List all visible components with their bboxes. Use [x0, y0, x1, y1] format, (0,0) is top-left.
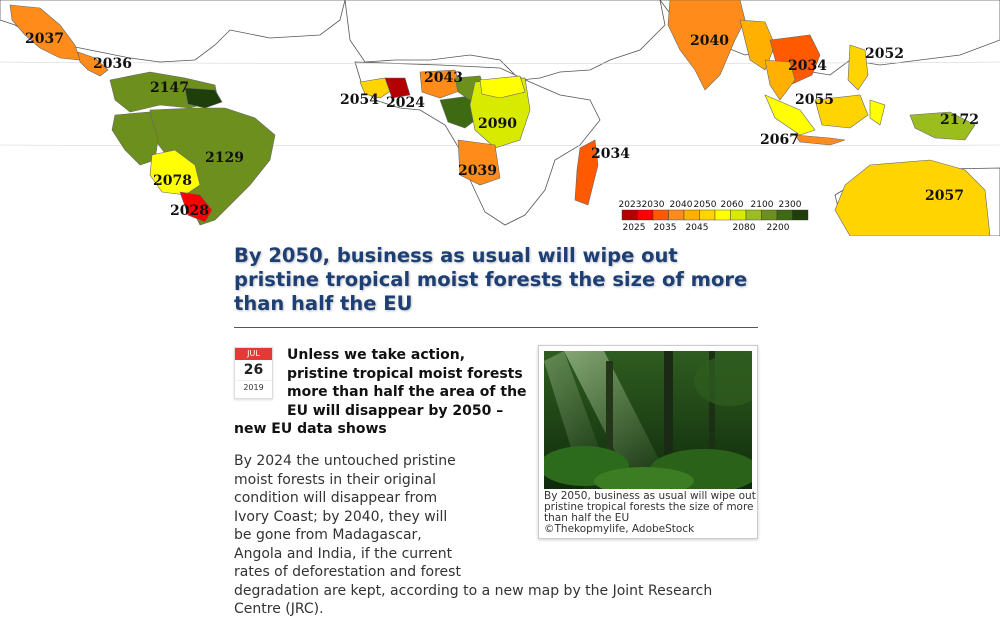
year-labels: 2037 2036 2147 2129 2078 2028 2054 2024 … [25, 31, 979, 219]
region-thailand [764, 59, 796, 101]
photo-caption-block: By 2050, business as usual will wipe out… [544, 491, 756, 535]
article-lead: Unless we take action, pristine tropical… [234, 346, 529, 439]
legend-bottom-tick: 2045 [686, 223, 709, 233]
region-sumatra [764, 94, 816, 136]
region-philippines [847, 44, 869, 91]
date-day: 26 [243, 362, 264, 378]
legend-swatch [776, 209, 793, 221]
region-australia [834, 159, 991, 237]
legend-swatch [761, 209, 778, 221]
region-drc [469, 77, 531, 149]
region-bolivia [149, 149, 201, 196]
legend-swatch [730, 209, 747, 221]
label-philippines: 2052 [865, 46, 904, 62]
legend-swatch [714, 209, 731, 221]
legend-bottom-tick: 2200 [767, 223, 790, 233]
legend-top-tick: 2023 [619, 200, 642, 210]
label-malaysia: 2055 [795, 92, 834, 108]
region-java [794, 134, 846, 146]
region-guyanas [184, 87, 223, 109]
region-myanmar [739, 19, 776, 71]
label-nigeria: 2043 [424, 70, 463, 86]
region-ivory-coast [384, 77, 411, 99]
forest-photo-card[interactable]: By 2050, business as usual will wipe out… [538, 345, 758, 539]
label-central-america: 2036 [93, 56, 132, 72]
legend-top-tick: 2060 [721, 200, 744, 210]
world-map-svg: 2037 2036 2147 2129 2078 2028 2054 2024 … [0, 0, 1000, 237]
region-nigeria [419, 69, 463, 99]
legend-top-tick: 2030 [642, 200, 665, 210]
label-india: 2040 [690, 33, 729, 49]
region-sulawesi [869, 99, 886, 126]
legend-top-tick: 2040 [670, 200, 693, 210]
legend-swatch [668, 209, 685, 221]
date-month: JUL [235, 348, 272, 360]
label-drc: 2090 [478, 116, 517, 132]
map-legend: 2023 2030 2040 2050 2060 2100 2300 2025 2035 2045… [619, 200, 809, 233]
region-mexico [9, 4, 81, 61]
deforestation-map: 2037 2036 2147 2129 2078 2028 2054 2024 … [0, 0, 1000, 237]
region-angola [457, 139, 501, 186]
label-bolivia: 2078 [153, 173, 192, 189]
label-papua: 2172 [940, 112, 979, 128]
label-paraguay: 2028 [170, 203, 209, 219]
legend-bottom-tick: 2025 [623, 223, 646, 233]
headline-divider [234, 327, 758, 328]
label-brazil: 2129 [205, 150, 244, 166]
region-central-america [77, 51, 109, 77]
region-liberia [359, 77, 393, 99]
label-madagascar: 2034 [591, 146, 630, 162]
label-indochina: 2034 [788, 58, 827, 74]
legend-top-tick: 2100 [751, 200, 774, 210]
legend-top-tick: 2300 [779, 200, 802, 210]
legend-swatch [745, 209, 762, 221]
legend-swatch [792, 209, 809, 221]
region-paraguay [179, 191, 213, 223]
label-indonesia: 2067 [760, 132, 799, 148]
date-year: 2019 [235, 380, 272, 395]
label-ivory-coast: 2024 [386, 95, 425, 111]
photo-credit: ©Thekopmylife, AdobeStock [544, 523, 695, 535]
label-guyanas: 2147 [150, 80, 189, 96]
label-angola: 2039 [458, 163, 497, 179]
region-drc-north [479, 75, 526, 99]
photo-caption: By 2050, business as usual will wipe out… [544, 490, 756, 524]
region-madagascar [574, 139, 599, 206]
article-headline: By 2050, business as usual will wipe out… [234, 244, 748, 315]
legend-top-tick: 2050 [694, 200, 717, 210]
forest-photo [544, 351, 752, 489]
label-liberia: 2054 [340, 92, 379, 108]
label-australia: 2057 [925, 188, 964, 204]
lead-text: Unless we take action, pristine tropical… [234, 347, 527, 437]
region-india [667, 0, 746, 91]
label-mexico: 2037 [25, 31, 64, 47]
legend-swatch [683, 209, 700, 221]
date-badge: JUL 26 2019 [234, 347, 273, 399]
region-peru [111, 111, 159, 166]
region-papua [909, 111, 976, 141]
legend-swatch [652, 209, 669, 221]
legend-swatch [699, 209, 716, 221]
legend-swatch [637, 209, 654, 221]
legend-bottom-tick: 2080 [733, 223, 756, 233]
legend-swatch [621, 209, 638, 221]
legend-bottom-tick: 2035 [654, 223, 677, 233]
forest-regions [9, 0, 991, 237]
region-borneo [814, 94, 869, 129]
